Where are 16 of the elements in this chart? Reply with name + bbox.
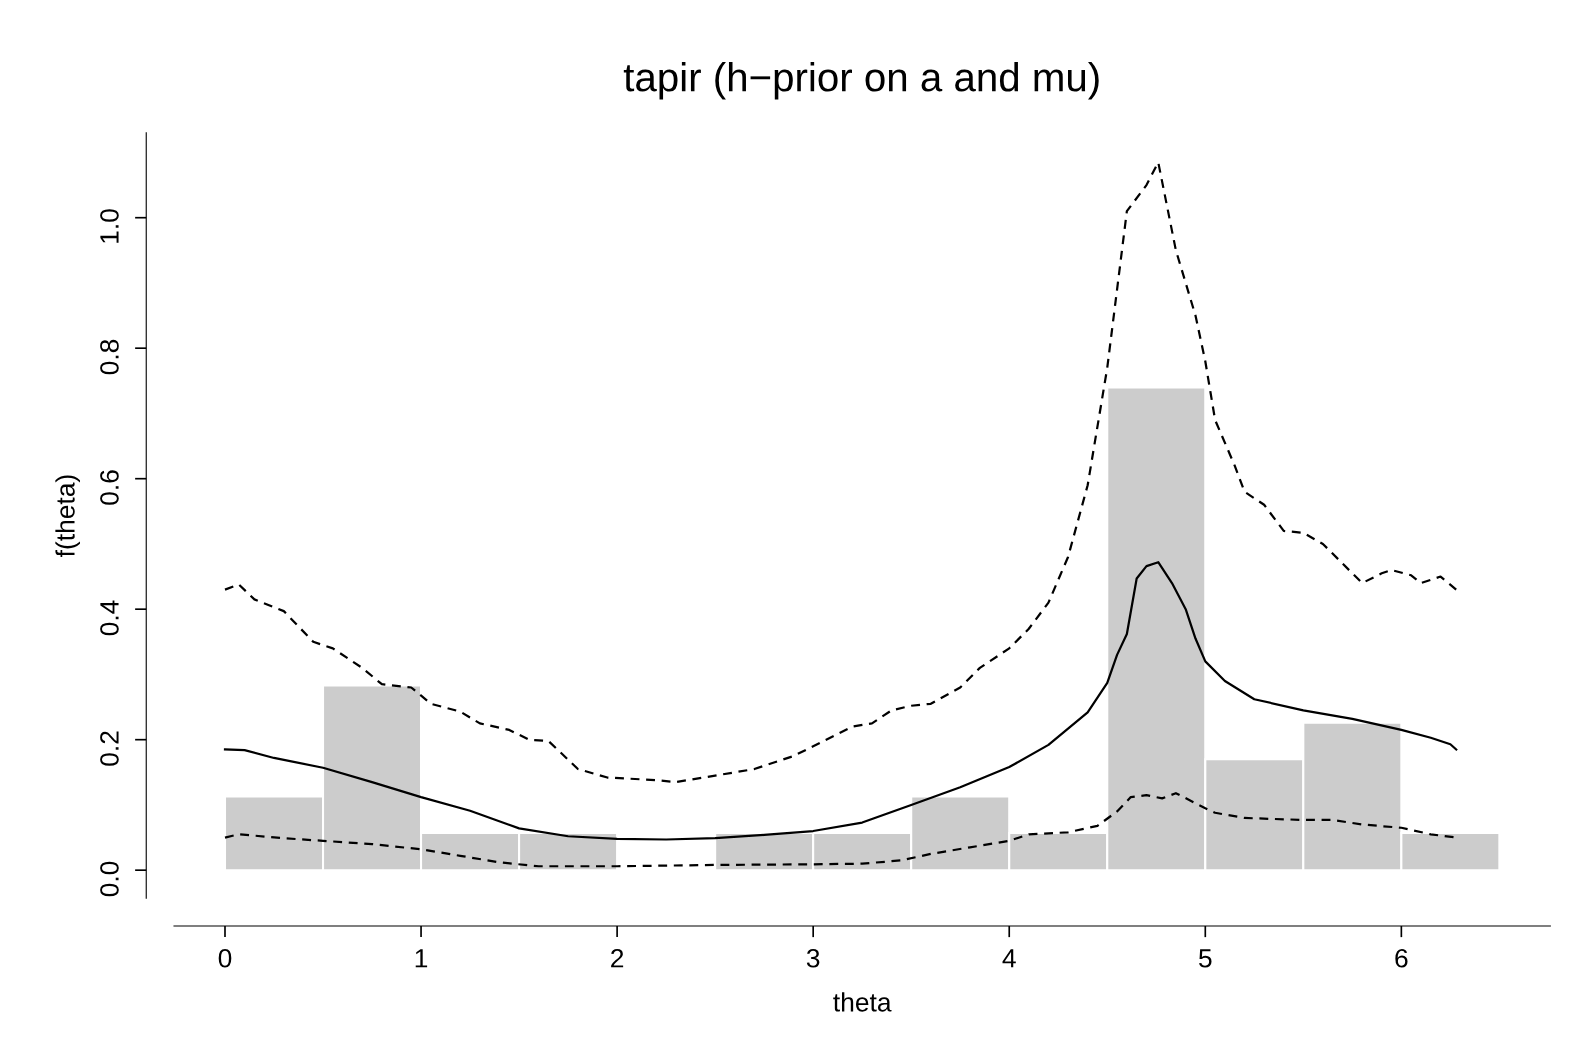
- y-tick-label: 1.0: [100, 209, 119, 243]
- y-tick-label: 0.0: [100, 861, 119, 897]
- x-tick-label: 4: [1002, 949, 1016, 968]
- x-tick-label: 0: [218, 948, 232, 968]
- y-tick-label: 0.6: [100, 470, 119, 505]
- x-tick-label: 1: [415, 949, 428, 968]
- y-tick-label: 0.4: [100, 600, 119, 636]
- y-axis-title: f(theta): [55, 475, 80, 557]
- x-tick-label: 3: [806, 948, 820, 968]
- x-tick-label: 6: [1395, 948, 1408, 968]
- y-tick-label: 0.2: [100, 731, 119, 766]
- chart-title: tapir (h−prior on a and mu): [623, 62, 1099, 100]
- x-tick-label: 5: [1199, 949, 1212, 968]
- y-tick-label: 0.8: [100, 339, 119, 375]
- x-tick-label: 2: [611, 948, 624, 968]
- x-axis-title: theta: [833, 992, 892, 1012]
